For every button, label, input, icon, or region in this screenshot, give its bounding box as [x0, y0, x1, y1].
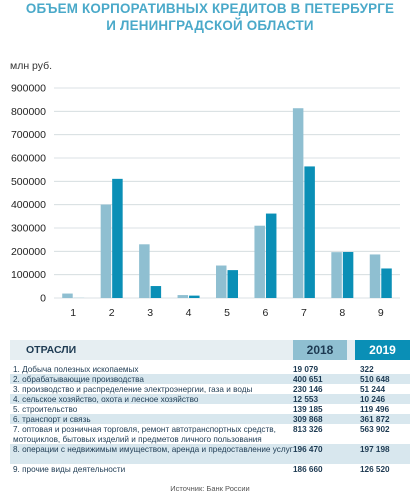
value-2018: 186 660: [293, 465, 323, 474]
table-row: 5. строительство 139 185 119 496: [10, 404, 410, 414]
x-tick-label: 9: [378, 307, 384, 319]
x-tick-label: 3: [147, 307, 153, 319]
value-2019: 10 246: [360, 395, 386, 404]
table-row: 6. транспорт и связь 309 868 361 872: [10, 414, 410, 424]
industry-name: 7. оптовая и розничная торговля, ремонт …: [13, 425, 276, 444]
y-tick-label: 0: [40, 293, 46, 305]
value-2018: 196 470: [293, 445, 323, 454]
industry-name: 1. Добыча полезных ископаемых: [13, 365, 139, 374]
table-header: ОТРАСЛИ 2018 2019: [10, 340, 410, 360]
title-line-1: ОБЪЕМ КОРПОРАТИВНЫХ КРЕДИТОВ В ПЕТЕРБУРГ…: [25, 1, 395, 16]
value-2018: 19 079: [293, 365, 319, 374]
table-row: 8. операции с недвижимым имуществом, аре…: [10, 444, 410, 464]
bar-2018: [369, 254, 381, 298]
value-2018: 12 553: [293, 395, 319, 404]
header-2018: 2018: [293, 340, 347, 360]
industry-name: 6. транспорт и связь: [13, 415, 91, 424]
x-tick-label: 5: [224, 307, 230, 319]
bar-2018: [62, 293, 73, 298]
table-row: 1. Добыча полезных ископаемых 19 079 322: [10, 364, 410, 374]
y-tick-label: 300000: [11, 223, 46, 235]
y-tick-label: 900000: [11, 83, 46, 95]
header-industries: ОТРАСЛИ: [26, 344, 77, 356]
bar-2018: [177, 295, 189, 298]
bar-2019: [381, 268, 392, 298]
value-2018: 230 146: [293, 385, 323, 394]
value-2018: 139 185: [293, 405, 323, 414]
y-tick-label: 600000: [11, 153, 46, 165]
bar-chart: 0 100000 200000 300000 400000 500000 600000 700…: [11, 83, 400, 319]
bar-2018: [254, 225, 265, 298]
value-2019: 51 244: [360, 385, 386, 394]
x-tick-label: 6: [263, 307, 269, 319]
bar-2019: [227, 270, 238, 298]
y-tick-label: 700000: [11, 129, 46, 141]
bar-2019: [304, 166, 315, 298]
bar-2018: [216, 265, 227, 298]
x-tick-label: 2: [109, 307, 115, 319]
industry-name: 4. сельское хозяйство, охота и лесное хо…: [13, 395, 199, 404]
table-row: 4. сельское хозяйство, охота и лесное хо…: [10, 394, 410, 404]
y-tick-label: 100000: [11, 269, 46, 281]
chart-title: ОБЪЕМ КОРПОРАТИВНЫХ КРЕДИТОВ В ПЕТЕРБУРГ…: [0, 0, 420, 34]
source-note: Источник: Банк России: [170, 484, 250, 493]
industry-name: 2. обрабатывающие производства: [13, 375, 144, 384]
table-row: 2. обрабатывающие производства 400 651 510…: [10, 374, 410, 384]
industry-table: 1. Добыча полезных ископаемых 19 079 322 2.…: [10, 364, 410, 474]
bar-2018: [292, 108, 304, 298]
y-tick-label: 200000: [11, 246, 46, 258]
header-2019: 2019: [355, 340, 410, 360]
x-tick-label: 4: [186, 307, 192, 319]
value-2019: 361 872: [360, 415, 390, 424]
bar-2019: [342, 251, 354, 298]
table-row: 9. прочие виды деятельности 186 660 126 52…: [10, 464, 410, 474]
title-line-2: И ЛЕНИНГРАДСКОЙ ОБЛАСТИ: [106, 18, 314, 33]
bar-2019: [265, 213, 277, 298]
unit-label: млн руб.: [10, 60, 53, 72]
industry-name: 9. прочие виды деятельности: [13, 465, 126, 474]
bar-2018: [331, 252, 342, 298]
bar-2018: [100, 204, 112, 298]
value-2019: 322: [360, 365, 374, 374]
bar-2019: [112, 178, 123, 298]
bar-2019: [189, 295, 200, 298]
y-tick-label: 500000: [11, 176, 46, 188]
industry-name: 5. строительство: [13, 405, 78, 414]
value-2019: 119 496: [360, 405, 390, 414]
value-2019: 510 648: [360, 375, 390, 384]
x-tick-label: 7: [301, 307, 307, 319]
value-2019: 197 198: [360, 445, 390, 454]
table-row: 3. производство и распределение электроэ…: [10, 384, 410, 394]
value-2018: 813 326: [293, 425, 323, 434]
x-tick-label: 1: [70, 307, 76, 319]
y-tick-label: 800000: [11, 106, 46, 118]
value-2018: 400 651: [293, 375, 323, 384]
value-2019: 563 902: [360, 425, 390, 434]
y-tick-label: 400000: [11, 199, 46, 211]
table-row: 7. оптовая и розничная торговля, ремонт …: [10, 424, 410, 444]
value-2018: 309 868: [293, 415, 323, 424]
industry-name: 8. операции с недвижимым имуществом, аре…: [13, 445, 293, 454]
bar-2018: [139, 244, 150, 298]
value-2019: 126 520: [360, 465, 390, 474]
industry-name: 3. производство и распределение электроэ…: [13, 385, 253, 394]
x-tick-label: 8: [339, 307, 345, 319]
bar-2019: [150, 286, 162, 298]
